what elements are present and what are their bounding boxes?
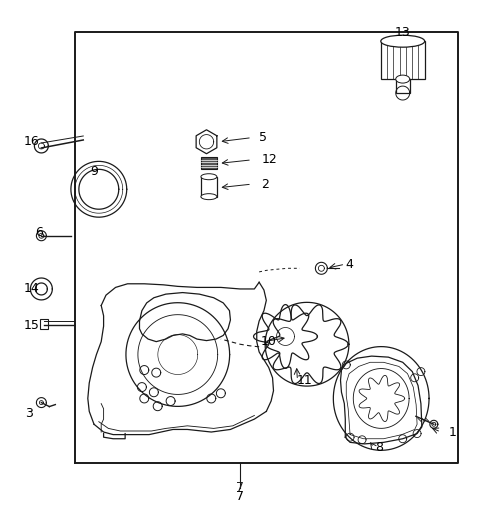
Text: 15: 15	[24, 319, 40, 332]
Text: 9: 9	[90, 165, 98, 178]
Text: 8: 8	[375, 441, 383, 454]
Ellipse shape	[381, 35, 425, 47]
Text: 5: 5	[259, 131, 267, 144]
Ellipse shape	[396, 75, 410, 83]
Bar	[40, 319, 48, 329]
Text: 12: 12	[262, 153, 277, 166]
Text: 1: 1	[448, 425, 456, 439]
Ellipse shape	[201, 174, 217, 180]
Ellipse shape	[201, 194, 217, 199]
Text: 16: 16	[24, 135, 40, 148]
Bar	[381, 41, 425, 79]
Text: 7: 7	[236, 481, 244, 494]
Text: 3: 3	[25, 408, 33, 421]
Text: 14: 14	[24, 282, 40, 295]
Bar	[201, 177, 217, 197]
Bar	[201, 157, 217, 169]
Text: 2: 2	[262, 178, 269, 191]
Text: 7: 7	[236, 490, 244, 503]
Bar	[396, 79, 410, 93]
Text: 10: 10	[261, 335, 276, 348]
Text: 6: 6	[35, 226, 43, 239]
Text: 13: 13	[395, 26, 410, 39]
Text: 11: 11	[297, 374, 312, 387]
Text: 4: 4	[345, 257, 353, 271]
